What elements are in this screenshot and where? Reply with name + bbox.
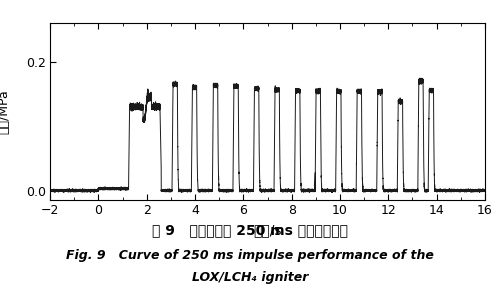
Text: LOX/LCH₄ igniter: LOX/LCH₄ igniter (192, 271, 308, 284)
X-axis label: 时间/s: 时间/s (254, 223, 282, 237)
Text: 图 9   独立点火器 250 ms 脉冲序列曲线: 图 9 独立点火器 250 ms 脉冲序列曲线 (152, 223, 348, 237)
Text: Fig. 9   Curve of 250 ms impulse performance of the: Fig. 9 Curve of 250 ms impulse performan… (66, 249, 434, 263)
Y-axis label: 室压/MPa: 室压/MPa (0, 89, 11, 134)
